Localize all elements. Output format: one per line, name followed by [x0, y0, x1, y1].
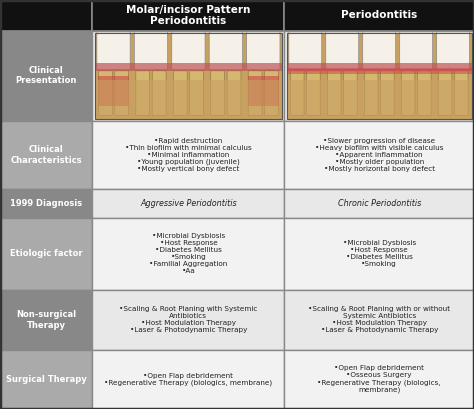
Bar [92, 290, 284, 350]
Bar [0, 189, 92, 218]
Bar [287, 63, 472, 71]
FancyBboxPatch shape [344, 71, 357, 115]
Bar [0, 0, 92, 31]
Bar [0, 31, 92, 121]
Text: •Open Flap debridement
•Osseous Surgery
•Regenerative Therapy (biologics,
membra: •Open Flap debridement •Osseous Surgery … [318, 365, 441, 393]
Text: Aggressive Periodontitis: Aggressive Periodontitis [140, 199, 237, 208]
Text: Etiologic factor: Etiologic factor [10, 249, 82, 258]
FancyBboxPatch shape [99, 71, 112, 115]
FancyBboxPatch shape [326, 32, 359, 70]
Text: Periodontitis: Periodontitis [341, 10, 417, 20]
FancyBboxPatch shape [381, 71, 394, 115]
FancyBboxPatch shape [264, 71, 278, 115]
FancyBboxPatch shape [209, 32, 243, 70]
FancyBboxPatch shape [307, 71, 320, 115]
Bar [247, 76, 279, 106]
Bar [284, 31, 474, 121]
Bar [0, 350, 92, 409]
Text: •Microbial Dysbiosis
•Host Response
•Diabetes Mellitus
•Smoking
•Familial Aggreg: •Microbial Dysbiosis •Host Response •Dia… [149, 234, 228, 274]
Bar [98, 76, 129, 106]
Text: •Open Flap debridement
•Regenerative Therapy (biologics, membrane): •Open Flap debridement •Regenerative The… [104, 373, 273, 386]
Bar [0, 121, 92, 189]
FancyBboxPatch shape [211, 71, 225, 115]
Bar [92, 350, 284, 409]
FancyBboxPatch shape [291, 71, 304, 115]
Bar [92, 0, 284, 31]
Bar [92, 31, 284, 121]
Bar [95, 33, 282, 119]
FancyBboxPatch shape [418, 71, 431, 115]
Bar [95, 80, 282, 119]
Bar [287, 68, 472, 74]
FancyBboxPatch shape [400, 32, 433, 70]
FancyBboxPatch shape [438, 71, 452, 115]
Bar [284, 121, 474, 189]
Bar [0, 218, 92, 290]
Text: •Rapid destruction
•Thin biofilm with minimal calculus
•Minimal inflammation
•Yo: •Rapid destruction •Thin biofilm with mi… [125, 138, 252, 172]
Bar [92, 189, 284, 218]
FancyBboxPatch shape [173, 71, 187, 115]
Bar [95, 33, 282, 119]
FancyBboxPatch shape [455, 71, 468, 115]
Bar [92, 121, 284, 189]
FancyBboxPatch shape [172, 32, 205, 70]
Text: Molar/incisor Pattern
Periodontitis: Molar/incisor Pattern Periodontitis [126, 4, 251, 26]
FancyBboxPatch shape [401, 71, 415, 115]
Text: 1999 Diagnosis: 1999 Diagnosis [10, 199, 82, 208]
FancyBboxPatch shape [134, 32, 168, 70]
Text: •Scaling & Root Planing with Systemic
Antibiotics
•Host Modulation Therapy
•Lase: •Scaling & Root Planing with Systemic An… [119, 306, 257, 333]
FancyBboxPatch shape [363, 32, 396, 70]
Text: Clinical
Presentation: Clinical Presentation [16, 66, 77, 85]
FancyBboxPatch shape [190, 71, 203, 115]
Bar [287, 33, 472, 119]
Text: Chronic Periodontitis: Chronic Periodontitis [337, 199, 421, 208]
FancyBboxPatch shape [97, 32, 130, 70]
FancyBboxPatch shape [152, 71, 166, 115]
FancyBboxPatch shape [365, 71, 378, 115]
FancyBboxPatch shape [289, 32, 322, 70]
Text: •Microbial Dysbiosis
•Host Response
•Diabetes Mellitus
•Smoking: •Microbial Dysbiosis •Host Response •Dia… [343, 240, 416, 267]
Bar [92, 218, 284, 290]
Bar [0, 290, 92, 350]
FancyBboxPatch shape [136, 71, 150, 115]
Bar [284, 218, 474, 290]
Text: Surgical Therapy: Surgical Therapy [6, 375, 87, 384]
Bar [284, 189, 474, 218]
Text: •Slower progression of disease
•Heavy biofilm with visible calculus
•Apparent in: •Slower progression of disease •Heavy bi… [315, 138, 444, 172]
Bar [287, 80, 472, 119]
Text: •Scaling & Root Planing with or without
Systemic Antibiotics
•Host Modulation Th: •Scaling & Root Planing with or without … [308, 306, 450, 333]
Bar [287, 33, 472, 119]
FancyBboxPatch shape [115, 71, 128, 115]
Bar [284, 290, 474, 350]
Bar [95, 63, 282, 71]
FancyBboxPatch shape [248, 71, 262, 115]
FancyBboxPatch shape [246, 32, 280, 70]
Text: Clinical
Characteristics: Clinical Characteristics [10, 145, 82, 165]
Bar [284, 350, 474, 409]
FancyBboxPatch shape [328, 71, 341, 115]
FancyBboxPatch shape [437, 32, 470, 70]
Bar [284, 0, 474, 31]
FancyBboxPatch shape [227, 71, 241, 115]
Text: Non-surgical
Therapy: Non-surgical Therapy [16, 310, 76, 330]
